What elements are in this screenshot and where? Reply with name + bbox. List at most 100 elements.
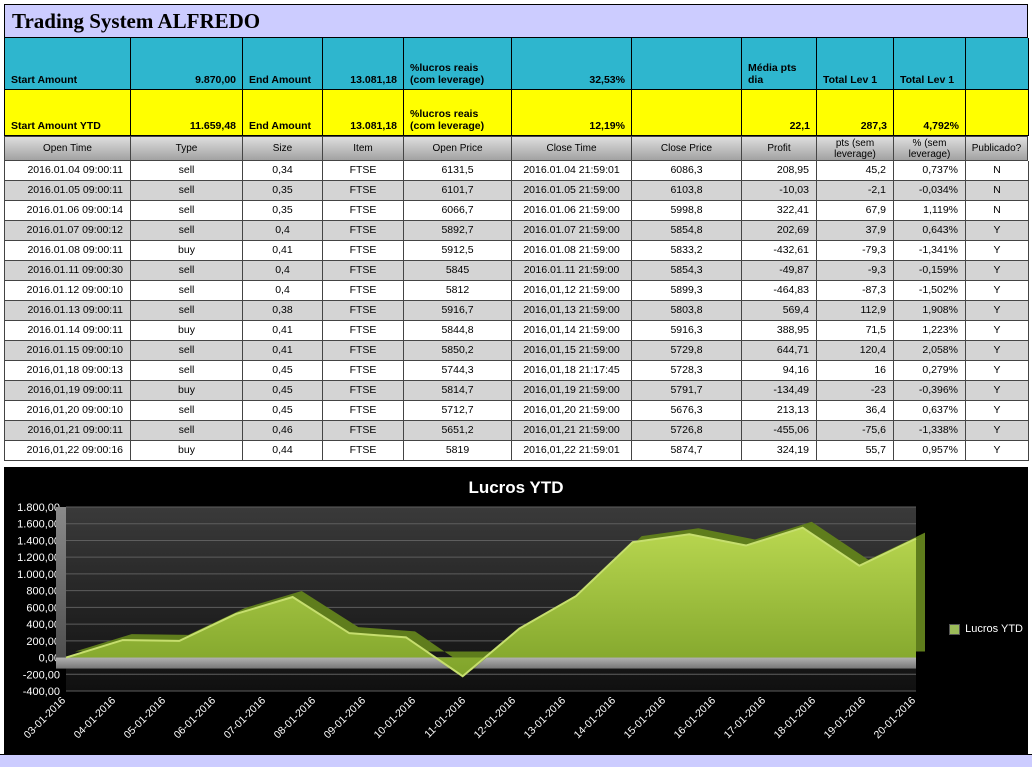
summary-cell[interactable]: 12,19% (512, 90, 632, 136)
table-cell[interactable]: 202,69 (742, 221, 817, 241)
table-cell[interactable]: 5712,7 (404, 401, 512, 421)
table-cell[interactable]: 5998,8 (632, 201, 742, 221)
table-cell[interactable]: FTSE (323, 401, 404, 421)
table-cell[interactable]: sell (131, 301, 243, 321)
table-cell[interactable]: 16 (817, 361, 894, 381)
table-cell[interactable]: N (966, 181, 1029, 201)
table-cell[interactable]: sell (131, 221, 243, 241)
table-cell[interactable]: 45,2 (817, 161, 894, 181)
chart-lucros-ytd[interactable]: Lucros YTD 1.800,00 1.600,00 1.400,00 1.200… (4, 467, 1028, 754)
table-cell[interactable]: 5814,7 (404, 381, 512, 401)
table-cell[interactable]: 5833,2 (632, 241, 742, 261)
table-cell[interactable]: 2,058% (894, 341, 966, 361)
table-cell[interactable]: 120,4 (817, 341, 894, 361)
table-cell[interactable]: Y (966, 401, 1029, 421)
table-cell[interactable]: 2016,01,15 21:59:00 (512, 341, 632, 361)
table-cell[interactable]: N (966, 161, 1029, 181)
table-cell[interactable]: 0,34 (243, 161, 323, 181)
table-cell[interactable]: sell (131, 361, 243, 381)
table-cell[interactable]: -10,03 (742, 181, 817, 201)
table-cell[interactable]: FTSE (323, 281, 404, 301)
summary-cell[interactable]: 13.081,18 (323, 38, 404, 90)
table-cell[interactable]: 0,737% (894, 161, 966, 181)
table-cell[interactable]: 2016.01.08 09:00:11 (5, 241, 131, 261)
table-cell[interactable]: sell (131, 401, 243, 421)
table-cell[interactable]: Y (966, 221, 1029, 241)
table-cell[interactable]: Y (966, 341, 1029, 361)
summary-cell[interactable]: 13.081,18 (323, 90, 404, 136)
table-cell[interactable]: FTSE (323, 161, 404, 181)
column-header[interactable]: Profit (742, 136, 817, 161)
table-cell[interactable]: 67,9 (817, 201, 894, 221)
table-cell[interactable]: -134,49 (742, 381, 817, 401)
table-cell[interactable]: 2016.01.06 21:59:00 (512, 201, 632, 221)
table-cell[interactable]: 5916,3 (632, 321, 742, 341)
table-cell[interactable]: sell (131, 201, 243, 221)
table-cell[interactable]: Y (966, 241, 1029, 261)
table-cell[interactable]: 644,71 (742, 341, 817, 361)
summary-cell[interactable]: 287,3 (817, 90, 894, 136)
table-cell[interactable]: 5899,3 (632, 281, 742, 301)
table-cell[interactable]: 5819 (404, 441, 512, 461)
table-cell[interactable]: 5874,7 (632, 441, 742, 461)
table-cell[interactable]: 2016,01,21 21:59:00 (512, 421, 632, 441)
table-cell[interactable]: sell (131, 181, 243, 201)
table-cell[interactable]: buy (131, 321, 243, 341)
column-header[interactable]: Close Time (512, 136, 632, 161)
table-cell[interactable]: -23 (817, 381, 894, 401)
table-cell[interactable]: 36,4 (817, 401, 894, 421)
table-cell[interactable]: 0,637% (894, 401, 966, 421)
table-cell[interactable]: 6103,8 (632, 181, 742, 201)
table-cell[interactable]: -79,3 (817, 241, 894, 261)
table-cell[interactable]: 213,13 (742, 401, 817, 421)
table-cell[interactable]: 2016.01.07 09:00:12 (5, 221, 131, 241)
table-cell[interactable]: -0,396% (894, 381, 966, 401)
table-cell[interactable]: -2,1 (817, 181, 894, 201)
summary-cell[interactable] (632, 90, 742, 136)
table-cell[interactable]: 5676,3 (632, 401, 742, 421)
table-cell[interactable]: 0,45 (243, 381, 323, 401)
table-cell[interactable]: 6066,7 (404, 201, 512, 221)
table-cell[interactable]: 0,38 (243, 301, 323, 321)
summary-cell[interactable]: Média pts dia (742, 38, 817, 90)
table-cell[interactable]: 55,7 (817, 441, 894, 461)
table-cell[interactable]: buy (131, 241, 243, 261)
column-header[interactable]: Item (323, 136, 404, 161)
table-cell[interactable]: FTSE (323, 361, 404, 381)
summary-cell[interactable]: 22,1 (742, 90, 817, 136)
table-cell[interactable]: FTSE (323, 201, 404, 221)
table-cell[interactable]: Y (966, 301, 1029, 321)
summary-cell[interactable]: Total Lev 1 (894, 38, 966, 90)
table-cell[interactable]: 5844,8 (404, 321, 512, 341)
column-header[interactable]: Close Price (632, 136, 742, 161)
table-cell[interactable]: 0,4 (243, 221, 323, 241)
table-cell[interactable]: 0,44 (243, 441, 323, 461)
column-header[interactable]: Type (131, 136, 243, 161)
table-cell[interactable]: sell (131, 261, 243, 281)
table-cell[interactable]: -0,034% (894, 181, 966, 201)
table-cell[interactable]: 0,46 (243, 421, 323, 441)
table-cell[interactable]: -0,159% (894, 261, 966, 281)
table-cell[interactable]: 2016,01,18 21:17:45 (512, 361, 632, 381)
table-cell[interactable]: sell (131, 341, 243, 361)
table-cell[interactable]: 0,45 (243, 401, 323, 421)
summary-cell[interactable]: 32,53% (512, 38, 632, 90)
table-cell[interactable]: 2016.01.11 21:59:00 (512, 261, 632, 281)
table-cell[interactable]: 2016.01.04 09:00:11 (5, 161, 131, 181)
table-cell[interactable]: 71,5 (817, 321, 894, 341)
table-cell[interactable]: 2016,01,21 09:00:11 (5, 421, 131, 441)
table-cell[interactable]: 322,41 (742, 201, 817, 221)
table-cell[interactable]: FTSE (323, 301, 404, 321)
table-cell[interactable]: Y (966, 321, 1029, 341)
summary-cell[interactable]: Start Amount YTD (5, 90, 131, 136)
table-cell[interactable]: Y (966, 381, 1029, 401)
table-cell[interactable]: 2016,01,19 21:59:00 (512, 381, 632, 401)
page-title[interactable]: Trading System ALFREDO (4, 4, 1028, 38)
table-cell[interactable]: 5854,3 (632, 261, 742, 281)
table-cell[interactable]: FTSE (323, 441, 404, 461)
table-cell[interactable]: Y (966, 421, 1029, 441)
table-cell[interactable]: -1,338% (894, 421, 966, 441)
table-cell[interactable]: 2016,01,22 21:59:01 (512, 441, 632, 461)
table-cell[interactable]: 2016.01.04 21:59:01 (512, 161, 632, 181)
summary-cell[interactable]: 9.870,00 (131, 38, 243, 90)
